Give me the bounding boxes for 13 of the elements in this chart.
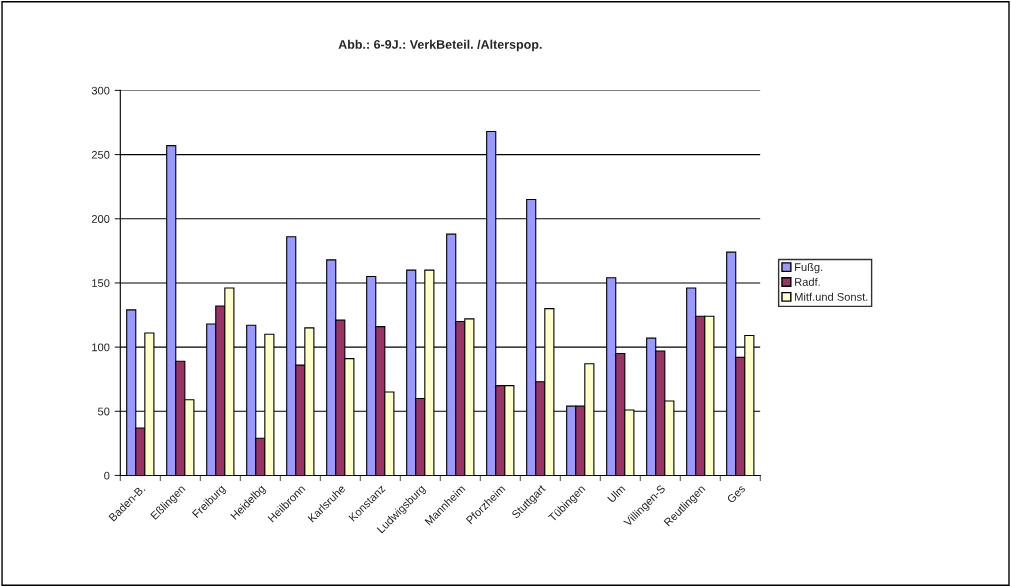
x-tick-label: Ges bbox=[726, 484, 746, 504]
legend-label: Fußg. bbox=[795, 262, 823, 274]
legend-label: Radf. bbox=[795, 277, 820, 286]
y-tick-label: 100 bbox=[92, 343, 110, 352]
y-tick-label: 50 bbox=[97, 407, 110, 416]
y-tick-label: 300 bbox=[91, 86, 110, 95]
y-tick-label: 200 bbox=[91, 215, 110, 223]
x-tick-label: Ulm bbox=[606, 484, 626, 503]
y-tick-label: 150 bbox=[92, 279, 110, 288]
y-tick-label: 250 bbox=[91, 150, 110, 159]
chart-title: Abb.: 6-9J.: VerkBeteil. /Alterspop. bbox=[338, 39, 542, 52]
legend-label: Mitf.und Sonst. bbox=[795, 292, 868, 301]
y-tick-label: 0 bbox=[104, 471, 110, 480]
